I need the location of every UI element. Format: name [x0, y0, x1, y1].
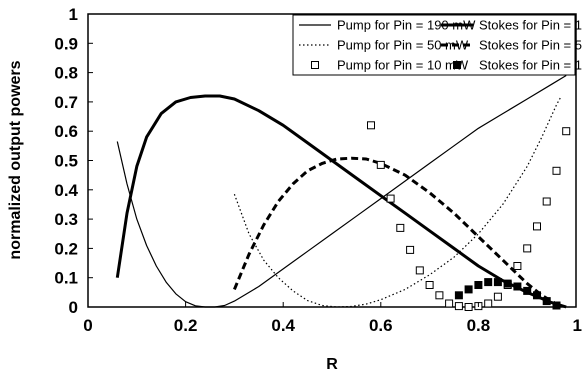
filled-square-point — [454, 291, 463, 300]
open-square-point — [552, 166, 561, 175]
filled-square-point — [552, 301, 561, 310]
y-tick-label: 0.2 — [54, 239, 78, 258]
y-tick-label: 0.1 — [54, 269, 78, 288]
open-square-point — [533, 222, 541, 231]
x-tick-label: 1 — [573, 316, 582, 335]
open-square-point — [445, 299, 454, 308]
legend-label: Pump for Pin = 10 mW — [337, 58, 469, 73]
x-tick-label: 0 — [83, 316, 92, 335]
open-square-point — [376, 160, 385, 169]
filled-square-point — [493, 278, 502, 287]
series-3 — [233, 156, 563, 309]
x-tick-label: 0.4 — [271, 316, 295, 335]
x-axis-title: R — [326, 356, 338, 373]
series-line — [115, 94, 567, 309]
open-square-point — [406, 245, 415, 254]
legend-label: Stokes for Pin = 10 mW — [479, 58, 582, 73]
x-tick-label: 0.6 — [369, 316, 393, 335]
series-line — [116, 74, 567, 308]
legend-box — [292, 14, 576, 76]
filled-square-point — [523, 286, 532, 295]
series-line — [233, 156, 563, 309]
y-tick-label: 0.9 — [54, 34, 78, 53]
y-tick-label: 0.6 — [54, 122, 78, 141]
series-5 — [454, 278, 561, 310]
filled-square-point — [503, 279, 512, 288]
open-square-point — [435, 291, 444, 300]
y-tick-label: 1 — [69, 5, 78, 24]
y-tick-label: 0.3 — [54, 210, 78, 229]
open-square-point — [425, 281, 434, 289]
y-tick-label: 0.8 — [54, 64, 78, 83]
filled-square-point — [513, 282, 522, 291]
filled-square-point — [484, 278, 493, 287]
filled-square-point — [464, 285, 473, 294]
open-square-point — [386, 194, 395, 203]
y-tick-label: 0.4 — [54, 181, 78, 200]
open-square-point — [513, 262, 522, 270]
y-tick-label: 0.7 — [54, 93, 78, 112]
open-square-point — [454, 302, 463, 311]
filled-square-point — [542, 297, 551, 306]
series-4 — [367, 121, 571, 311]
open-square-point — [493, 292, 502, 301]
series-0 — [116, 74, 567, 308]
x-tick-label: 0.8 — [467, 316, 491, 335]
open-square-point — [562, 127, 571, 136]
y-tick-label: 0.5 — [54, 152, 78, 171]
open-square-point — [367, 121, 375, 130]
open-square-point — [484, 299, 493, 308]
legend-label: Pump for Pin = 190 mW — [337, 18, 476, 33]
legend-swatch — [453, 61, 461, 69]
x-tick-label: 0.2 — [174, 316, 198, 335]
open-square-point — [523, 244, 532, 253]
y-tick-label: 0 — [69, 298, 78, 317]
legend-label: Stokes for Pin = 50 mW — [479, 38, 582, 53]
axes-layer: 0 0.1 0.2 0.3 0.4 0.5 0.6 0.7 0.8 0.9 1 0 0.2 0.4 0.6 0… — [54, 5, 582, 335]
open-square-point — [396, 223, 405, 232]
legend-label: Stokes for Pin = 190 mW — [479, 18, 582, 33]
open-square-point — [415, 266, 424, 275]
filled-square-point — [474, 281, 483, 289]
filled-square-point — [533, 291, 541, 300]
open-square-point — [542, 197, 551, 206]
open-square-point — [464, 303, 473, 311]
legend-swatch — [311, 61, 319, 69]
y-axis-title: normalized output powers — [7, 60, 24, 259]
legend-label: Pump for Pin = 50 mW — [337, 38, 469, 53]
series-1 — [115, 94, 567, 309]
series-layer — [115, 74, 571, 311]
